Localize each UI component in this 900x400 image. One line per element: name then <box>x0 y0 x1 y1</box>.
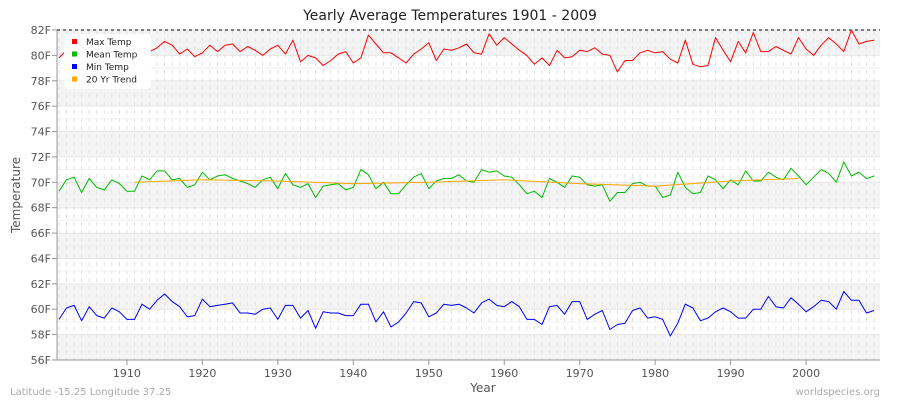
y-tick-label: 70F <box>31 176 51 189</box>
y-tick-label: 82F <box>31 24 51 37</box>
x-axis-label: Year <box>469 381 495 395</box>
x-tick-label: 1930 <box>264 367 292 380</box>
legend: Max Temp Mean Temp Min Temp 20 Yr Trend <box>64 34 151 89</box>
x-tick-label: 1910 <box>113 367 141 380</box>
legend-swatch <box>72 51 77 57</box>
x-tick-label: 2000 <box>792 367 820 380</box>
legend-swatch <box>72 76 77 82</box>
y-tick-label: 66F <box>31 227 51 240</box>
source-label: worldspecies.org <box>796 387 880 398</box>
legend-label: Max Temp <box>86 38 132 48</box>
legend-label: Min Temp <box>86 63 129 73</box>
legend-label: Mean Temp <box>86 51 138 61</box>
x-tick-label: 1920 <box>188 367 216 380</box>
max-temp-line <box>58 29 875 73</box>
y-tick-label: 72F <box>31 151 51 164</box>
y-tick-label: 64F <box>31 252 51 265</box>
y-tick-label: 78F <box>31 75 51 88</box>
y-tick-label: 62F <box>31 278 51 291</box>
x-tick-label: 1990 <box>717 367 745 380</box>
x-tick-label: 1970 <box>566 367 594 380</box>
x-tick-label: 1980 <box>641 367 669 380</box>
x-tick-label: 1950 <box>415 367 443 380</box>
y-tick-label: 76F <box>31 100 51 113</box>
min-temp-line <box>58 291 875 337</box>
y-tick-label: 58F <box>31 329 51 342</box>
location-label: Latitude -15.25 Longitude 37.25 <box>10 387 171 398</box>
20-yr-trend-line <box>134 178 799 187</box>
y-tick-label: 80F <box>31 49 51 62</box>
legend-swatch <box>72 39 77 44</box>
y-tick-label: 60F <box>31 303 51 316</box>
y-tick-label: 68F <box>31 202 51 215</box>
legend-box <box>64 34 151 89</box>
x-tick-label: 1940 <box>339 367 367 380</box>
y-tick-label: 74F <box>31 126 51 139</box>
legend-swatch <box>72 64 77 69</box>
y-axis-label: Temperature <box>9 157 23 234</box>
chart-title: Yearly Average Temperatures 1901 - 2009 <box>302 8 597 24</box>
y-tick-label: 56F <box>31 354 51 367</box>
legend-label: 20 Yr Trend <box>86 76 137 86</box>
x-tick-label: 1960 <box>490 367 518 380</box>
